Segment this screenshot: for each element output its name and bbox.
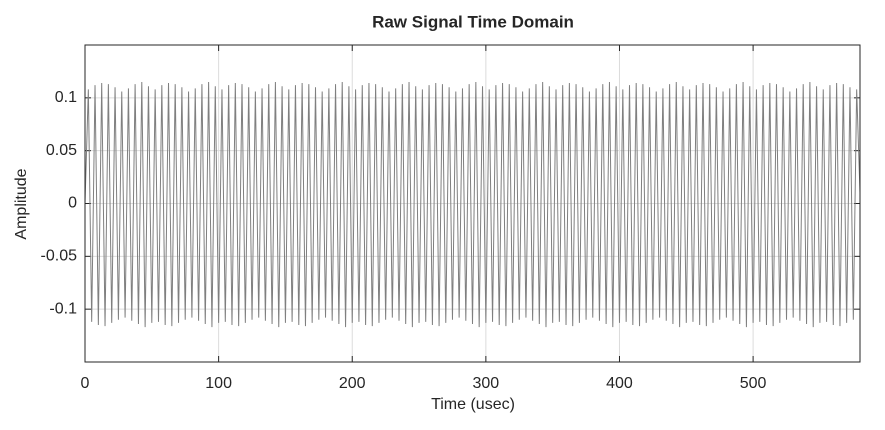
x-tick-label: 0 [81, 375, 90, 392]
x-tick-label: 400 [606, 375, 633, 392]
plot-frame [84, 44, 861, 363]
x-axis-label: Time (usec) [431, 396, 515, 413]
y-tick-label: 0 [68, 195, 77, 212]
y-tick-label: -0.05 [41, 248, 78, 265]
y-tick-label: 0.1 [55, 89, 77, 106]
y-tick-label: -0.1 [49, 300, 77, 317]
y-tick-label: 0.05 [46, 142, 77, 159]
chart-title: Raw Signal Time Domain [372, 12, 574, 31]
x-tick-label: 200 [339, 375, 366, 392]
x-tick-label: 100 [205, 375, 232, 392]
x-tick-label: 300 [473, 375, 500, 392]
signal-line [84, 81, 861, 328]
x-tick-label: 500 [740, 375, 767, 392]
y-axis-label: Amplitude [13, 168, 30, 239]
